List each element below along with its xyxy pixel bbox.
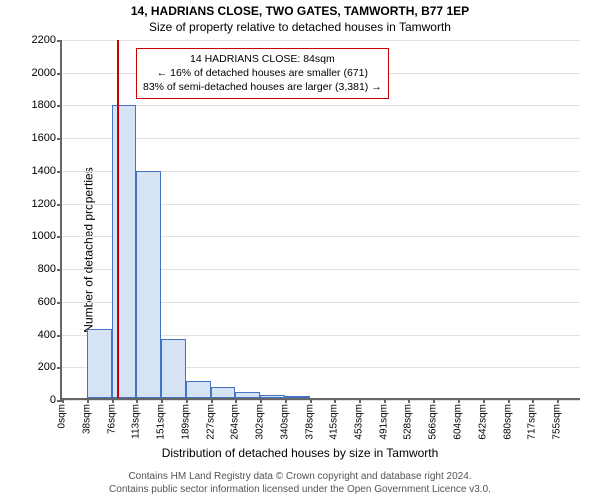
x-tick-mark: [87, 398, 89, 403]
histogram-bar: [136, 171, 161, 398]
x-tick-mark: [384, 398, 386, 403]
x-tick-label: 378sqm: [304, 404, 315, 440]
x-tick-mark: [557, 398, 559, 403]
x-tick-label: 680sqm: [502, 404, 513, 440]
histogram-bar: [211, 387, 235, 398]
y-tick-label: 1200: [32, 198, 56, 210]
x-tick-mark: [112, 398, 114, 403]
y-tick-label: 800: [38, 263, 56, 275]
y-tick-mark: [57, 269, 62, 271]
y-tick-mark: [57, 335, 62, 337]
x-tick-label: 528sqm: [403, 404, 414, 440]
y-tick-label: 200: [38, 361, 56, 373]
y-tick-mark: [57, 171, 62, 173]
footer-line-2: Contains public sector information licen…: [0, 483, 600, 496]
histogram-bar: [260, 395, 285, 398]
x-tick-mark: [310, 398, 312, 403]
footer: Contains HM Land Registry data © Crown c…: [0, 470, 600, 496]
y-tick-mark: [57, 367, 62, 369]
chart-container: 14, HADRIANS CLOSE, TWO GATES, TAMWORTH,…: [0, 0, 600, 500]
gridline: [62, 105, 580, 106]
y-tick-label: 1600: [32, 132, 56, 144]
x-tick-mark: [508, 398, 510, 403]
y-tick-label: 1000: [32, 230, 56, 242]
histogram-bar: [112, 105, 136, 398]
x-tick-label: 38sqm: [81, 404, 92, 434]
histogram-bar: [186, 381, 211, 398]
gridline: [62, 40, 580, 41]
y-tick-mark: [57, 40, 62, 42]
x-tick-label: 717sqm: [527, 404, 538, 440]
annotation-box: 14 HADRIANS CLOSE: 84sqm← 16% of detache…: [136, 48, 389, 99]
x-tick-mark: [260, 398, 262, 403]
histogram-bar: [161, 339, 186, 398]
y-tick-label: 2200: [32, 34, 56, 46]
page-title: 14, HADRIANS CLOSE, TWO GATES, TAMWORTH,…: [0, 4, 600, 18]
x-tick-mark: [408, 398, 410, 403]
y-tick-label: 2000: [32, 67, 56, 79]
x-axis-label: Distribution of detached houses by size …: [0, 446, 600, 460]
x-tick-mark: [458, 398, 460, 403]
y-tick-mark: [57, 204, 62, 206]
y-tick-mark: [57, 73, 62, 75]
x-tick-mark: [161, 398, 163, 403]
x-tick-label: 0sqm: [57, 404, 68, 428]
reference-line: [117, 40, 119, 398]
x-tick-label: 113sqm: [131, 404, 142, 439]
x-tick-label: 566sqm: [428, 404, 439, 440]
histogram-bar: [235, 392, 260, 398]
annotation-line-3: 83% of semi-detached houses are larger (…: [143, 80, 382, 94]
x-tick-mark: [235, 398, 237, 403]
footer-line-1: Contains HM Land Registry data © Crown c…: [0, 470, 600, 483]
gridline: [62, 400, 580, 401]
y-tick-mark: [57, 236, 62, 238]
y-tick-mark: [57, 138, 62, 140]
annotation-line-2: ← 16% of detached houses are smaller (67…: [143, 66, 382, 80]
x-tick-mark: [285, 398, 287, 403]
gridline: [62, 138, 580, 139]
x-tick-label: 227sqm: [205, 404, 216, 440]
y-tick-label: 600: [38, 296, 56, 308]
y-tick-mark: [57, 105, 62, 107]
x-tick-mark: [62, 398, 64, 403]
x-tick-label: 264sqm: [230, 404, 241, 440]
x-tick-mark: [483, 398, 485, 403]
x-tick-label: 189sqm: [180, 404, 191, 440]
x-tick-mark: [433, 398, 435, 403]
annotation-line-1: 14 HADRIANS CLOSE: 84sqm: [143, 52, 382, 66]
x-tick-label: 415sqm: [329, 404, 340, 440]
x-tick-mark: [334, 398, 336, 403]
x-tick-label: 76sqm: [106, 404, 117, 434]
x-tick-mark: [211, 398, 213, 403]
y-tick-mark: [57, 302, 62, 304]
x-tick-label: 604sqm: [453, 404, 464, 440]
histogram-bar: [285, 396, 310, 398]
x-tick-mark: [186, 398, 188, 403]
x-tick-label: 642sqm: [477, 404, 488, 440]
x-tick-label: 453sqm: [354, 404, 365, 440]
page-subtitle: Size of property relative to detached ho…: [0, 20, 600, 34]
histogram-bar: [87, 329, 112, 398]
x-tick-mark: [136, 398, 138, 403]
plot-area: 0200400600800100012001400160018002000220…: [60, 40, 580, 400]
x-tick-label: 151sqm: [156, 404, 167, 440]
x-tick-label: 491sqm: [378, 404, 389, 440]
x-tick-mark: [359, 398, 361, 403]
y-tick-label: 400: [38, 329, 56, 341]
y-tick-label: 1400: [32, 165, 56, 177]
y-tick-label: 1800: [32, 99, 56, 111]
y-tick-label: 0: [50, 394, 56, 406]
x-tick-label: 340sqm: [279, 404, 290, 440]
plot-frame: 0200400600800100012001400160018002000220…: [60, 40, 580, 400]
x-tick-label: 302sqm: [255, 404, 266, 440]
x-tick-label: 755sqm: [552, 404, 563, 440]
x-tick-mark: [532, 398, 534, 403]
